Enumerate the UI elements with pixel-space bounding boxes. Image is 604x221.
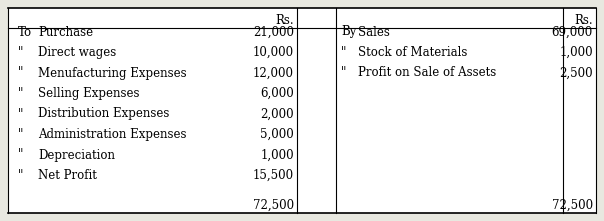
Text: 72,500: 72,500 bbox=[253, 198, 294, 211]
Text: 1,000: 1,000 bbox=[559, 46, 593, 59]
Text: 21,000: 21,000 bbox=[253, 25, 294, 38]
Text: 69,000: 69,000 bbox=[551, 25, 593, 38]
Text: ": " bbox=[341, 67, 346, 80]
Text: 5,000: 5,000 bbox=[260, 128, 294, 141]
Text: Rs.: Rs. bbox=[574, 13, 593, 27]
Text: ": " bbox=[18, 67, 24, 80]
Text: Profit on Sale of Assets: Profit on Sale of Assets bbox=[358, 67, 496, 80]
Text: 2,000: 2,000 bbox=[260, 107, 294, 120]
Text: Selling Expenses: Selling Expenses bbox=[38, 87, 140, 100]
Text: ": " bbox=[18, 107, 24, 120]
Text: ": " bbox=[18, 149, 24, 162]
Text: Rs.: Rs. bbox=[275, 13, 294, 27]
Text: 15,500: 15,500 bbox=[253, 169, 294, 182]
Text: ": " bbox=[341, 46, 346, 59]
Text: 2,500: 2,500 bbox=[559, 67, 593, 80]
Text: 1,000: 1,000 bbox=[260, 149, 294, 162]
Text: 6,000: 6,000 bbox=[260, 87, 294, 100]
Text: Administration Expenses: Administration Expenses bbox=[38, 128, 187, 141]
Text: 12,000: 12,000 bbox=[253, 67, 294, 80]
Text: Net Profit: Net Profit bbox=[38, 169, 97, 182]
Text: Stock of Materials: Stock of Materials bbox=[358, 46, 467, 59]
Text: Menufacturing Expenses: Menufacturing Expenses bbox=[38, 67, 187, 80]
Text: ": " bbox=[18, 46, 24, 59]
Text: 10,000: 10,000 bbox=[253, 46, 294, 59]
Text: ": " bbox=[18, 128, 24, 141]
Text: ": " bbox=[18, 87, 24, 100]
Text: By: By bbox=[341, 25, 356, 38]
Text: To: To bbox=[18, 25, 32, 38]
Text: Purchase: Purchase bbox=[38, 25, 93, 38]
Text: 72,500: 72,500 bbox=[552, 198, 593, 211]
Text: Sales: Sales bbox=[358, 25, 390, 38]
Text: ": " bbox=[18, 169, 24, 182]
Text: Depreciation: Depreciation bbox=[38, 149, 115, 162]
Text: Direct wages: Direct wages bbox=[38, 46, 116, 59]
Text: Distribution Expenses: Distribution Expenses bbox=[38, 107, 169, 120]
